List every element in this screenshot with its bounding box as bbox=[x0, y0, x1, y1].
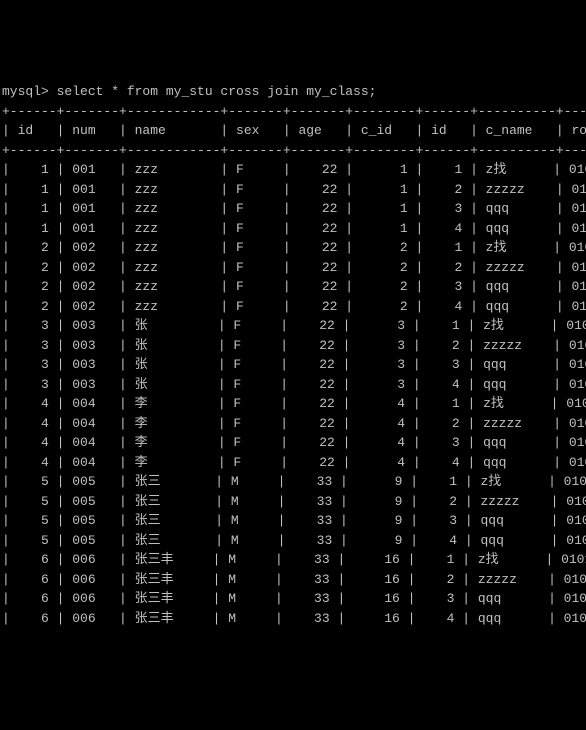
sql-query: select * from my_stu cross join my_class… bbox=[57, 84, 377, 99]
table-separator-top: +------+-------+------------+-------+---… bbox=[2, 104, 586, 119]
table-separator-mid: +------+-------+------------+-------+---… bbox=[2, 143, 586, 158]
table-body: | 1 | 001 | zzz | F | 22 | 1 | 1 | z找 | … bbox=[2, 162, 586, 626]
terminal-output: mysql> select * from my_stu cross join m… bbox=[0, 78, 586, 632]
mysql-prompt: mysql> bbox=[2, 84, 57, 99]
table-header-row: | id | num | name | sex | age | c_id | i… bbox=[2, 123, 586, 138]
